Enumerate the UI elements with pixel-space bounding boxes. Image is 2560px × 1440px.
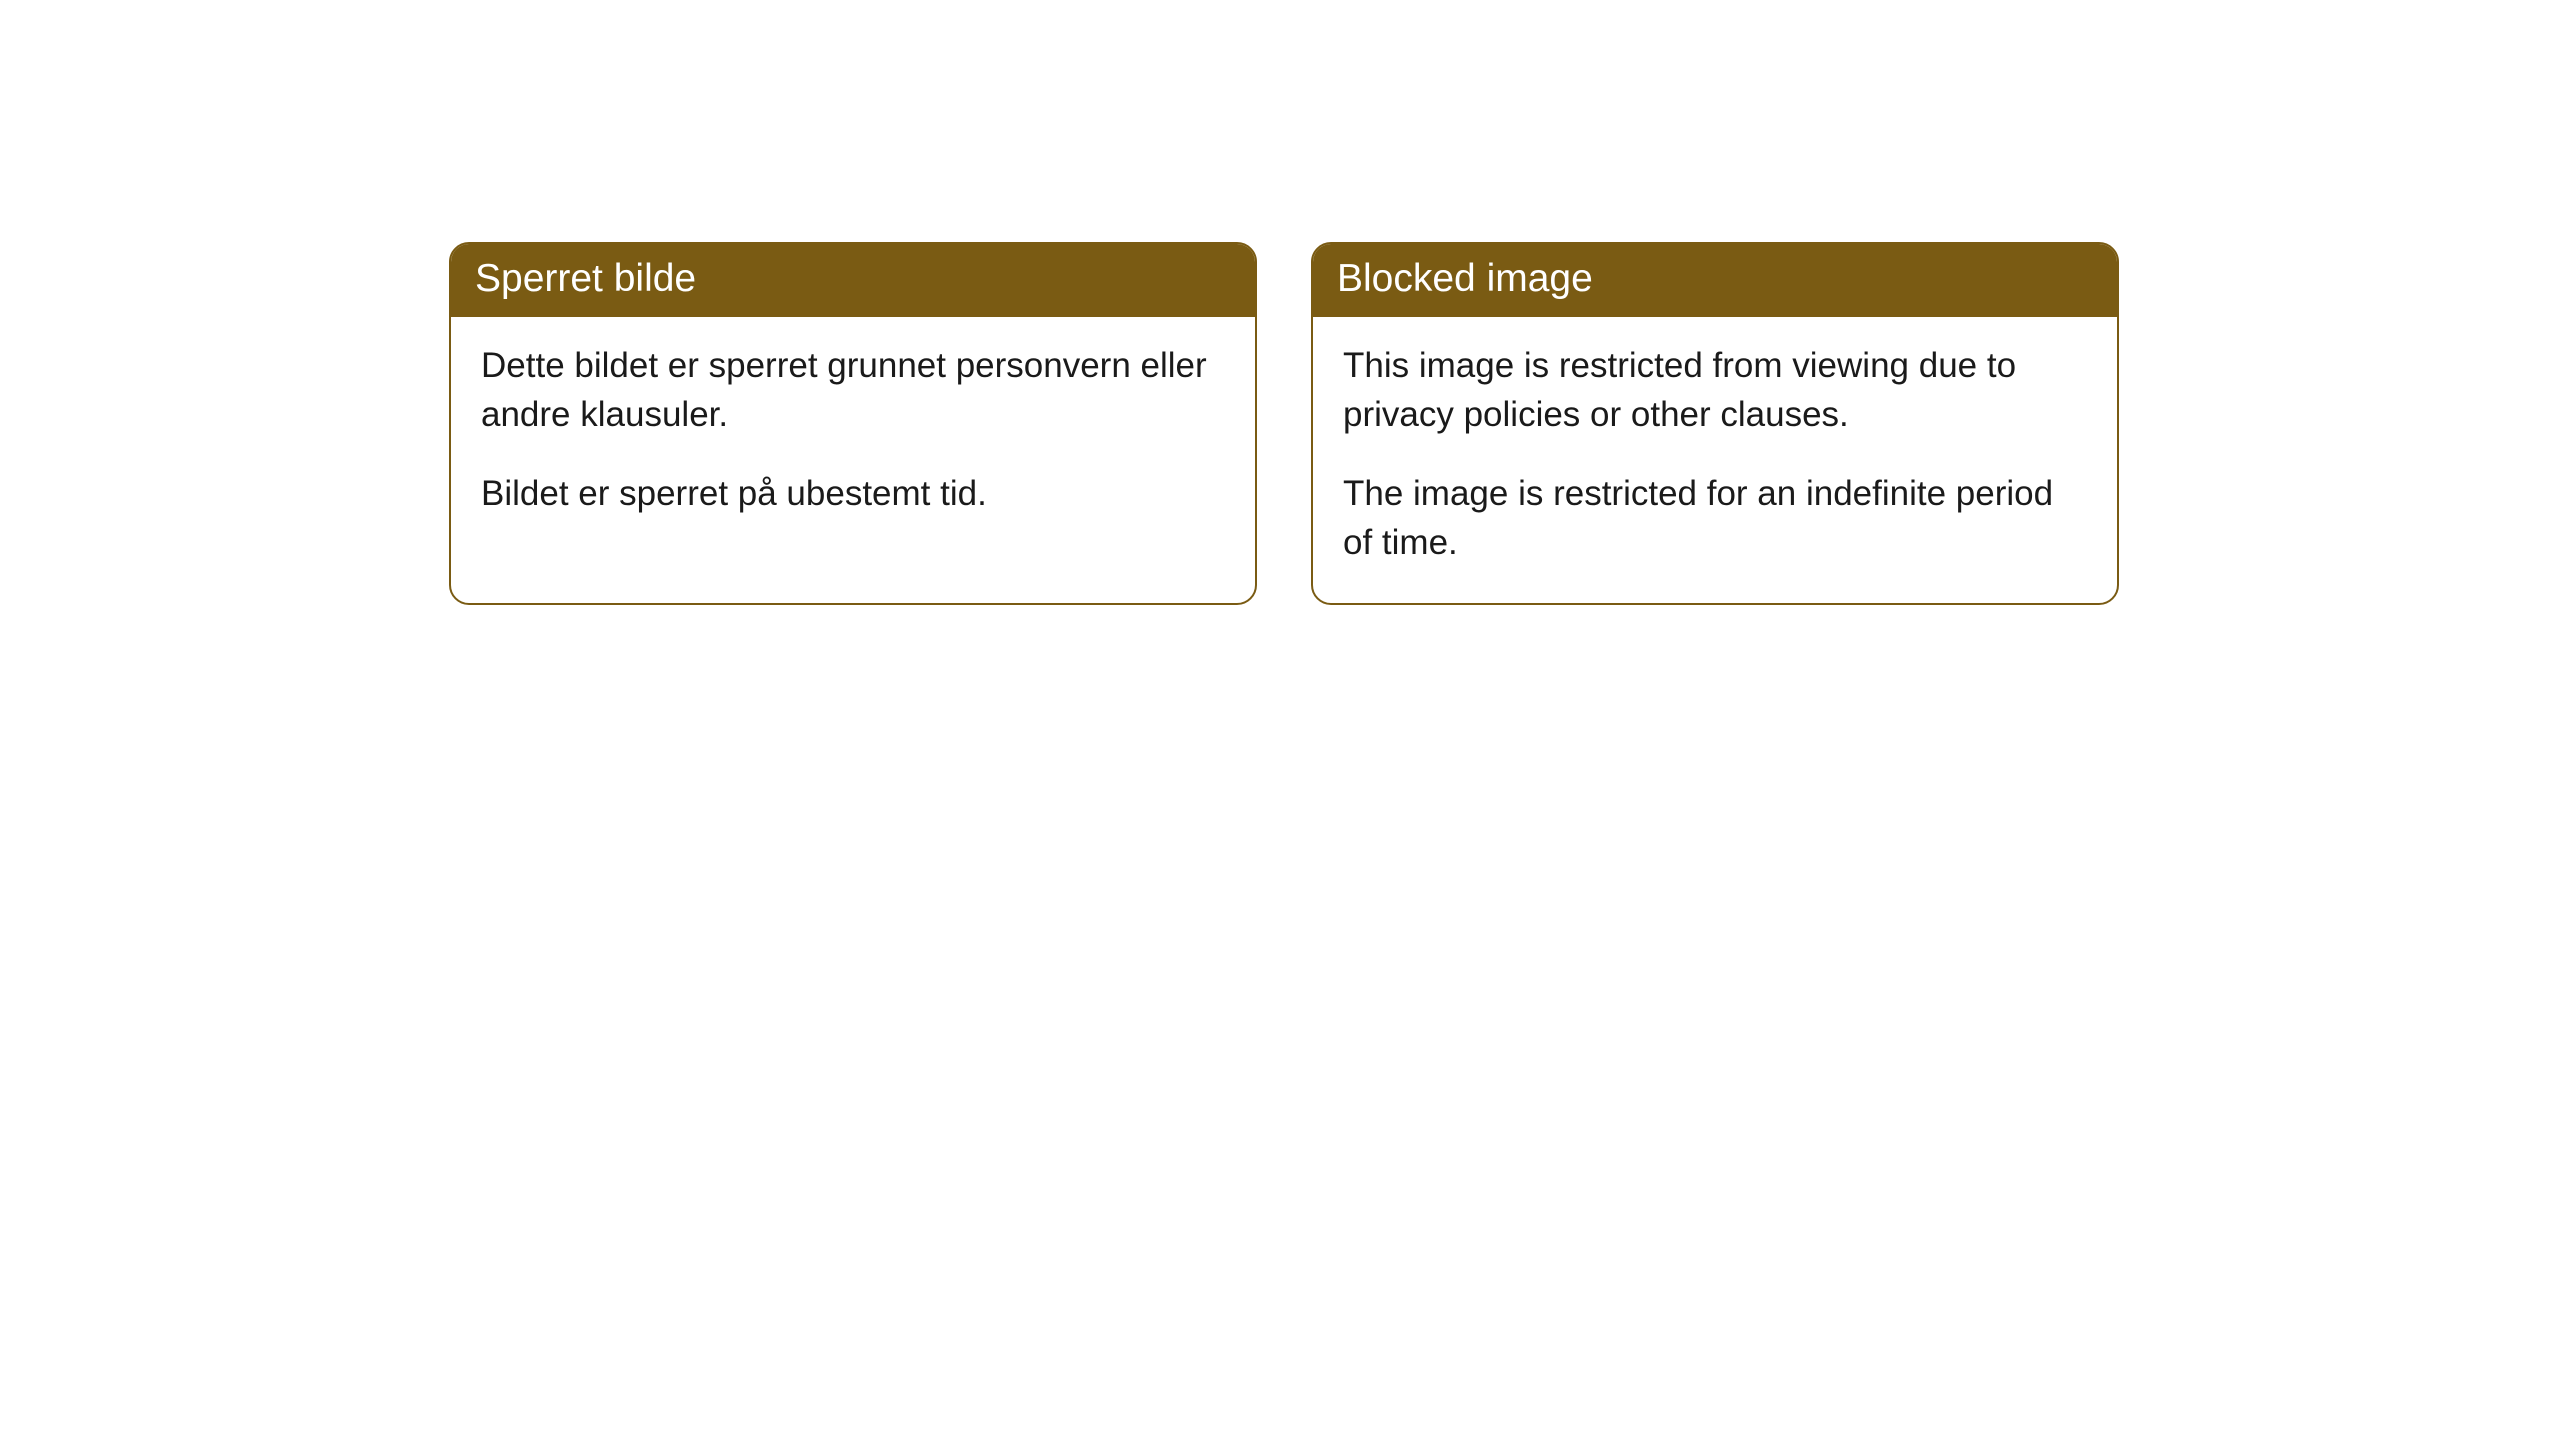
- card-body: Dette bildet er sperret grunnet personve…: [451, 317, 1255, 554]
- card-title: Sperret bilde: [451, 244, 1255, 317]
- notice-card-norwegian: Sperret bilde Dette bildet er sperret gr…: [449, 242, 1257, 605]
- card-paragraph-2: The image is restricted for an indefinit…: [1343, 469, 2087, 567]
- notice-cards-container: Sperret bilde Dette bildet er sperret gr…: [449, 242, 2119, 605]
- card-paragraph-2: Bildet er sperret på ubestemt tid.: [481, 469, 1225, 518]
- card-paragraph-1: This image is restricted from viewing du…: [1343, 341, 2087, 439]
- card-title: Blocked image: [1313, 244, 2117, 317]
- card-body: This image is restricted from viewing du…: [1313, 317, 2117, 603]
- notice-card-english: Blocked image This image is restricted f…: [1311, 242, 2119, 605]
- card-paragraph-1: Dette bildet er sperret grunnet personve…: [481, 341, 1225, 439]
